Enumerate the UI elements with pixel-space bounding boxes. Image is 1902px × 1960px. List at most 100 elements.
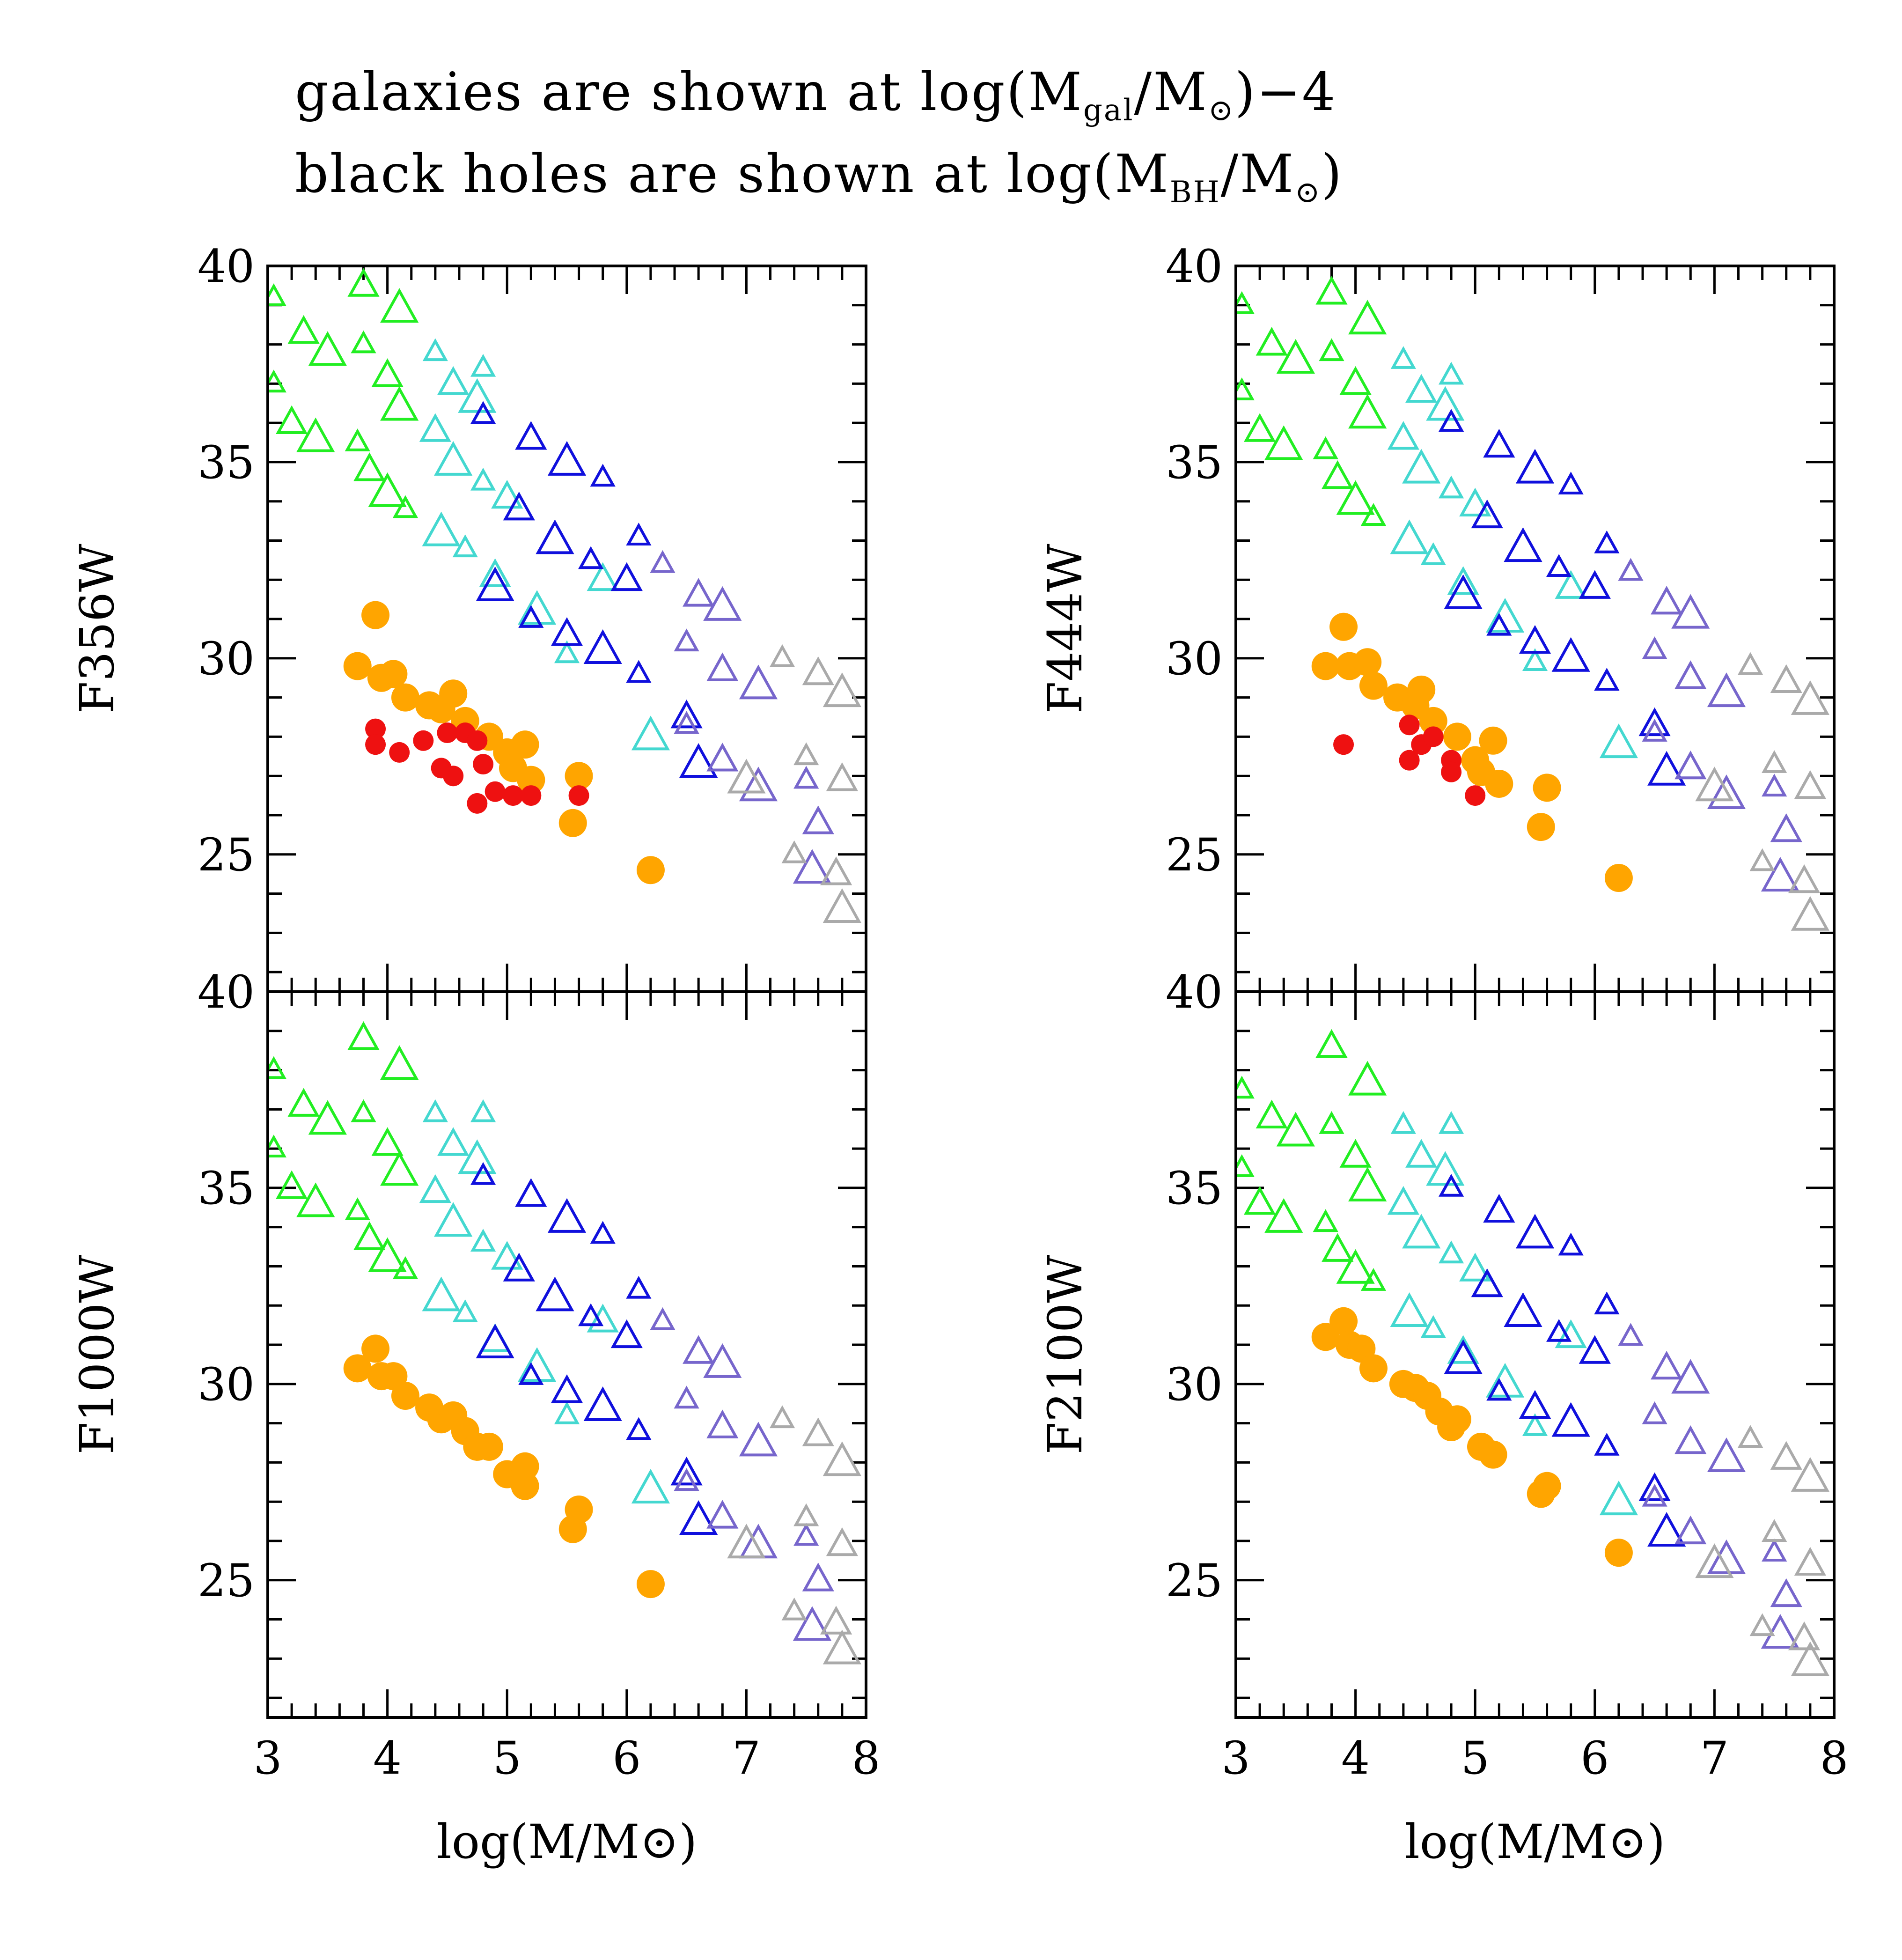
- galaxy-track-triangle: [296, 417, 335, 452]
- y-tick-label: 40: [198, 966, 255, 1018]
- panel-top-left: 25 30 35 40 F356W: [70, 240, 867, 993]
- galaxy-track-triangle: [793, 849, 832, 884]
- galaxy-track-triangle: [308, 1100, 347, 1135]
- black-hole-point: [1333, 734, 1354, 755]
- header-line-1-sun: ⊙: [1208, 93, 1235, 128]
- galaxy-point: [558, 1515, 587, 1543]
- galaxy-track-triangle: [518, 1347, 557, 1382]
- galaxy-track-triangle: [1360, 503, 1387, 526]
- galaxy-track-triangle: [650, 1307, 676, 1330]
- black-hole-point: [389, 742, 410, 763]
- galaxy-track-triangle: [1360, 1268, 1387, 1291]
- galaxy-track-triangle: [1642, 719, 1667, 742]
- galaxy-track-triangle: [371, 358, 404, 387]
- galaxy-track-triangle: [793, 1503, 819, 1526]
- galaxy-track-triangle: [1642, 1401, 1667, 1424]
- galaxy-point: [517, 766, 545, 794]
- galaxy-track-triangle: [820, 1606, 852, 1635]
- galaxy-track-triangle: [674, 1468, 699, 1491]
- galaxy-track-triangle: [419, 413, 451, 442]
- galaxy-track-triangle: [826, 1527, 858, 1556]
- galaxy-track-triangle: [1770, 664, 1802, 693]
- plot-marks: [1236, 1029, 1829, 1676]
- galaxy-track-triangle: [347, 268, 380, 297]
- galaxy-track-triangle: [1313, 1209, 1338, 1232]
- galaxy-track-triangle: [1264, 1198, 1303, 1233]
- y-tick-label: 40: [1166, 240, 1223, 293]
- galaxy-track-triangle: [503, 1253, 535, 1282]
- galaxy-track-triangle: [1762, 1519, 1787, 1542]
- galaxy-track-triangle: [1707, 1437, 1746, 1472]
- galaxy-track-triangle: [287, 1088, 320, 1117]
- galaxy-track-triangle: [1348, 394, 1387, 429]
- galaxy-track-triangle: [1642, 1483, 1667, 1507]
- y-tick-label: 25: [1166, 1555, 1223, 1607]
- galaxy-track-triangle: [1794, 1547, 1826, 1576]
- galaxy-track-triangle: [422, 511, 461, 546]
- galaxy-track-triangle: [1447, 1335, 1479, 1364]
- galaxy-track-triangle: [822, 888, 861, 923]
- galaxy-track-triangle: [515, 1178, 547, 1207]
- y-tick-label: 30: [198, 633, 255, 685]
- galaxy-track-triangle: [1276, 1112, 1315, 1147]
- black-hole-point: [467, 730, 488, 751]
- galaxy-track-triangle: [518, 590, 557, 625]
- galaxy-track-triangle: [802, 805, 834, 834]
- galaxy-track-triangle: [1737, 652, 1763, 675]
- y-tick-label: 30: [198, 1358, 255, 1411]
- galaxy-point: [636, 856, 665, 884]
- header-line-2-sun: ⊙: [1295, 175, 1322, 210]
- galaxy-track-triangle: [1762, 1539, 1787, 1562]
- galaxy-track-triangle: [1348, 300, 1387, 335]
- galaxy-track-triangle: [1594, 668, 1620, 691]
- galaxy-track-triangle: [1707, 774, 1746, 810]
- black-hole-point: [1441, 761, 1462, 782]
- galaxy-track-triangle: [1402, 449, 1441, 484]
- panel-top-right: 25 30 35 40 F444W: [1038, 240, 1836, 993]
- galaxy-track-triangle: [1515, 1214, 1555, 1249]
- black-hole-point: [365, 718, 386, 739]
- y-axis-label: F2100W: [1038, 1254, 1093, 1454]
- galaxy-track-triangle: [458, 378, 497, 413]
- galaxy-point: [1311, 652, 1340, 680]
- galaxy-track-triangle: [1519, 625, 1551, 654]
- galaxy-track-triangle: [1244, 1186, 1276, 1215]
- galaxy-track-triangle: [1674, 1515, 1707, 1545]
- galaxy-track-triangle: [706, 1500, 739, 1529]
- galaxy-track-triangle: [1618, 1323, 1644, 1346]
- galaxy-track-triangle: [1519, 1390, 1551, 1419]
- galaxy-track-triangle: [276, 1170, 308, 1199]
- galaxy-track-triangle: [1749, 1613, 1775, 1636]
- galaxy-track-triangle: [1426, 386, 1465, 421]
- galaxy-track-triangle: [1761, 1614, 1800, 1649]
- galaxy-point: [1604, 864, 1633, 892]
- galaxy-track-triangle: [1707, 1539, 1746, 1574]
- galaxy-track-triangle: [1770, 813, 1802, 842]
- galaxy-track-triangle: [422, 1276, 461, 1312]
- galaxy-point: [636, 1570, 665, 1599]
- galaxy-point: [343, 652, 372, 680]
- galaxy-track-triangle: [679, 1500, 718, 1535]
- y-tick-label: 25: [1166, 829, 1223, 881]
- galaxy-track-triangle: [670, 1457, 703, 1486]
- galaxy-track-triangle: [1579, 570, 1611, 599]
- figure-header: galaxies are shown at log(Mgal/M⊙)−4 bla…: [295, 62, 1342, 210]
- galaxy-point: [1329, 612, 1358, 641]
- galaxy-track-triangle: [739, 766, 778, 802]
- galaxy-track-triangle: [1599, 1481, 1638, 1516]
- galaxy-track-triangle: [706, 652, 739, 681]
- galaxy-track-triangle: [1651, 1350, 1683, 1380]
- galaxy-track-triangle: [1264, 425, 1303, 460]
- galaxy-track-triangle: [380, 386, 419, 421]
- galaxy-track-triangle: [345, 1197, 370, 1221]
- galaxy-track-triangle: [368, 1237, 407, 1272]
- x-tick-label: 8: [852, 1732, 880, 1784]
- galaxy-track-triangle: [1791, 1457, 1829, 1492]
- galaxy-track-triangle: [1486, 1378, 1512, 1401]
- galaxy-track-triangle: [1486, 612, 1512, 636]
- galaxy-track-triangle: [1426, 1151, 1465, 1186]
- galaxy-track-triangle: [551, 617, 583, 646]
- galaxy-point: [361, 1334, 390, 1363]
- galaxy-track-triangle: [1319, 1111, 1344, 1134]
- galaxy-point: [1479, 726, 1507, 755]
